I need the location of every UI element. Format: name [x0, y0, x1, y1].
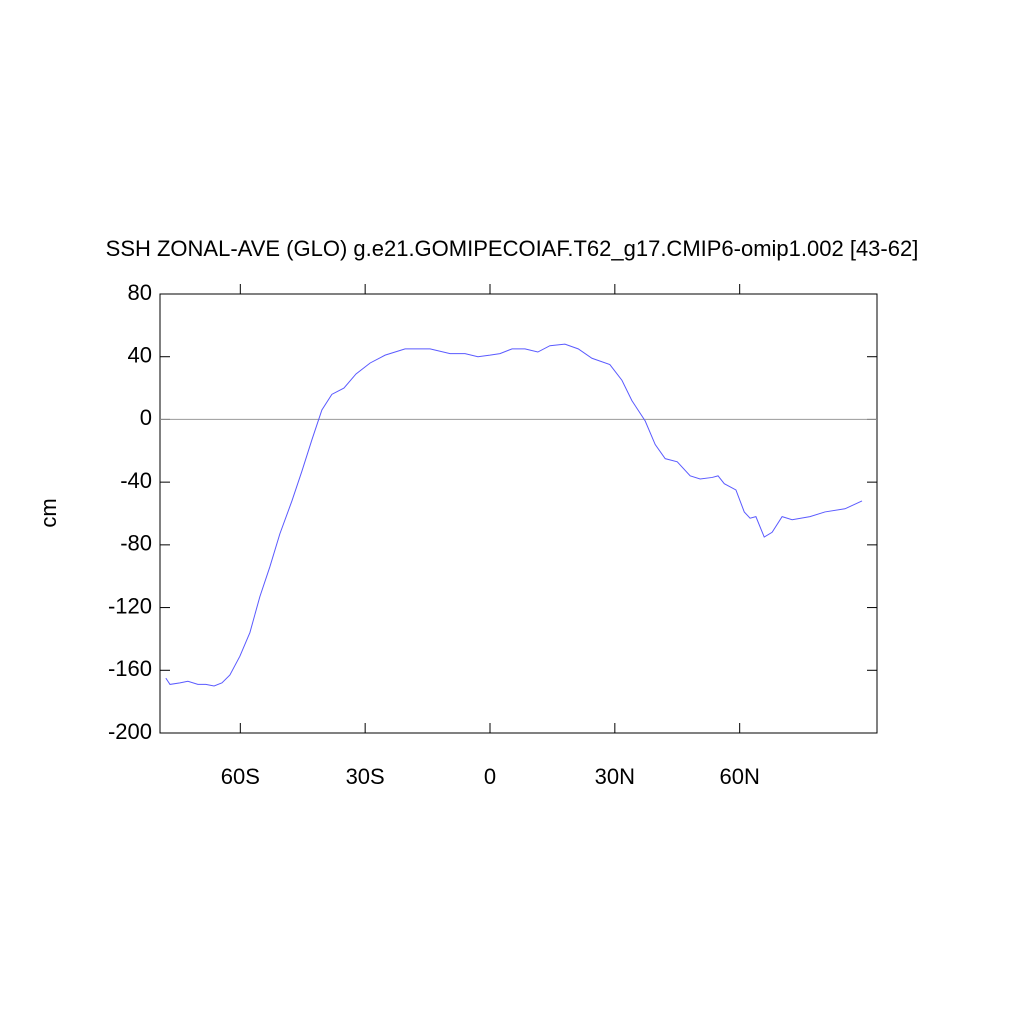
y-tick-label: -80: [120, 531, 152, 556]
x-tick-label: 30N: [595, 764, 635, 789]
plot-frame: [159, 293, 878, 734]
y-tick-label: -40: [120, 468, 152, 493]
x-tick-label: 30S: [346, 764, 385, 789]
x-tick-label: 0: [484, 764, 496, 789]
y-tick-label: 0: [140, 405, 152, 430]
y-tick-label: -200: [108, 719, 152, 744]
data-line: [165, 343, 863, 687]
y-tick-label: -160: [108, 656, 152, 681]
y-tick-label: 40: [128, 343, 152, 368]
y-tick-label: 80: [128, 280, 152, 305]
chart-title: SSH ZONAL-AVE (GLO) g.e21.GOMIPECOIAF.T6…: [106, 236, 919, 261]
x-tick-label: 60N: [719, 764, 759, 789]
y-tick-label: -120: [108, 593, 152, 618]
x-tick-label: 60S: [221, 764, 260, 789]
y-axis-label: cm: [36, 498, 61, 527]
